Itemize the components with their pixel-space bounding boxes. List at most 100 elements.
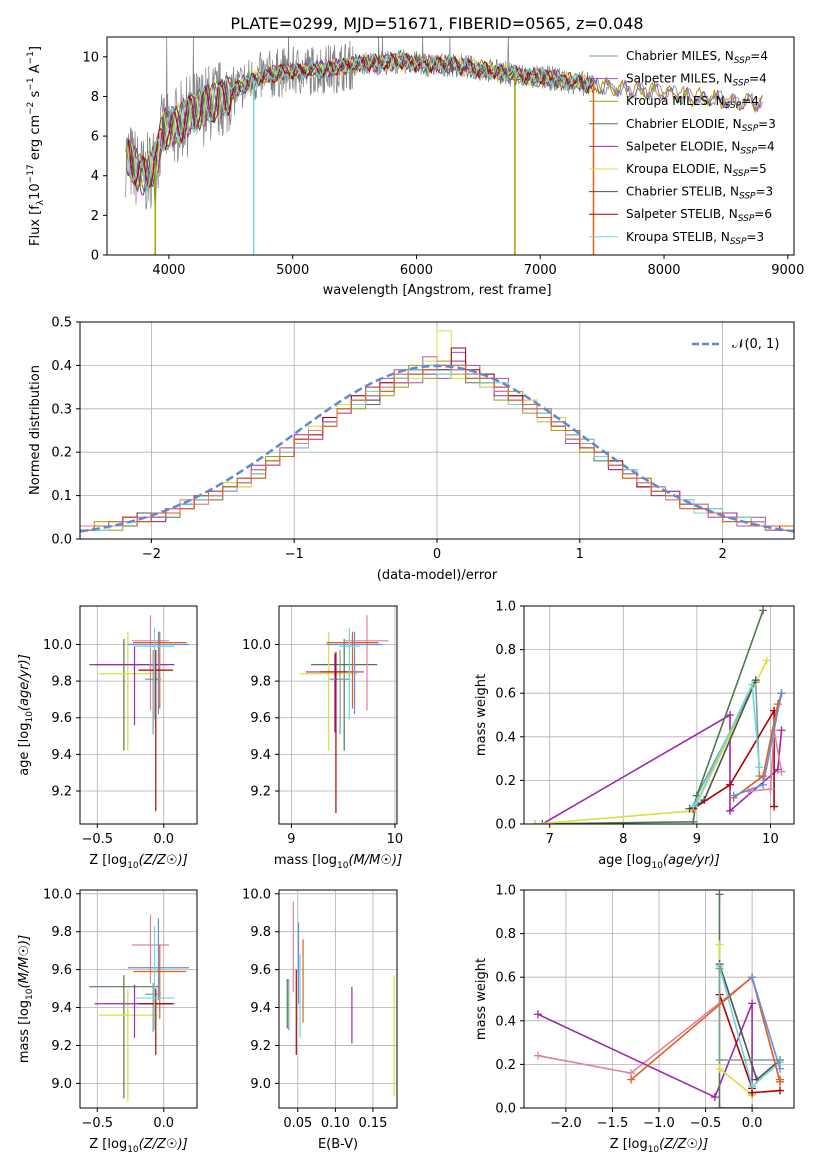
x-axis-label-tail: (Z/Z☉)] (139, 1137, 188, 1152)
plot-content (89, 914, 190, 1103)
x-axis-label-sub: 10 (337, 861, 349, 871)
residual-panel: −2 −1 0 1 2 0.0 0.1 0.2 0.3 0.4 0.5 (data-model)/e… (28, 316, 795, 583)
x-tick-label: 9 (693, 832, 701, 847)
y-tick-label: 2 (91, 209, 99, 224)
spectrum-xlabel: wavelength [Angstrom, rest frame] (323, 283, 552, 298)
weight-marker (725, 806, 734, 815)
legend-label-main: Kroupa MILES, N (626, 94, 725, 108)
x-axis-label-sub: 10 (127, 1145, 139, 1155)
y-axis-label: mass weight (474, 958, 489, 1040)
weight-marker (692, 798, 701, 807)
y-tick-label: 0.1 (51, 489, 72, 504)
x-tick-label: 0.0 (742, 1116, 763, 1131)
weight-marker (759, 780, 768, 789)
x-tick-label: −2.0 (550, 1116, 582, 1131)
y-tick-label: 0.2 (51, 446, 72, 461)
weight-marker (748, 1104, 757, 1108)
y-tick-label: 9.0 (51, 1077, 72, 1092)
x-tick-label: 0.0 (153, 832, 174, 847)
y-axis-label: age [log10(age/yr)] (17, 654, 35, 776)
y-tick-label: 9.6 (250, 963, 271, 978)
y-axis-label-tail: (age/yr)] (17, 654, 32, 711)
weight-marker (715, 1056, 724, 1065)
legend-label-sub: SSP (733, 169, 750, 179)
y-tick-label: 0.0 (495, 1102, 516, 1117)
weight-marker (777, 726, 786, 735)
y-tick-label: 9.2 (51, 1039, 72, 1054)
x-tick-label: 0.0 (153, 1116, 174, 1131)
y-tick-label: 0.8 (495, 643, 516, 658)
figure-title: PLATE=0299, MJD=51671, FIBERID=0565, z=0… (230, 14, 643, 33)
x-tick-label: 6000 (400, 263, 433, 278)
weight-marker (759, 772, 768, 781)
legend-label-sub: SSP (733, 79, 750, 89)
x-axis-label-sub: 10 (651, 861, 663, 871)
weight-marker (748, 1082, 757, 1091)
legend-label-main: Chabrier STELIB, N (626, 185, 739, 199)
x-tick-label: 9000 (771, 263, 804, 278)
legend-label-sub: SSP (738, 214, 755, 224)
weight-vs-metallicity-panel: −2.0 −1.5 −1.0 −0.5 0.0 0.0 0.2 0.4 0.6 0.8 1.0 Z [… (474, 884, 795, 1155)
weight-marker (773, 700, 782, 709)
spectrum-axes-frame (106, 36, 795, 256)
axes-frame (278, 605, 398, 825)
legend-label: Chabrier ELODIE, NSSP=3 (626, 117, 776, 134)
x-axis-label-tail: (Z/Z☉)] (659, 1137, 708, 1152)
weight-line (692, 681, 761, 808)
residual-xlabel: (data-model)/error (377, 568, 498, 583)
spectrum-series (125, 37, 764, 255)
plot-content (531, 606, 786, 824)
residual-histogram-step (80, 364, 794, 539)
legend-label-tail: =4 (749, 72, 767, 86)
normal-curve (80, 364, 794, 533)
weight-marker (538, 820, 547, 824)
y-tick-label: 0.3 (51, 402, 72, 417)
weight-marker (725, 711, 734, 719)
model-spectrum-line (128, 52, 596, 195)
axes-frame (79, 889, 198, 1109)
legend-label-sub: SSP (734, 56, 751, 66)
plot-content (299, 615, 389, 814)
y-tick-label: 9.6 (250, 711, 271, 726)
legend-label-main: Kroupa ELODIE, N (626, 162, 733, 176)
legend-label: Kroupa MILES, NSSP=4 (626, 94, 759, 111)
legend-label-main: Salpeter MILES, N (626, 72, 733, 86)
weight-marker (715, 890, 724, 899)
y-tick-label: 9.4 (250, 748, 271, 763)
plot-content (533, 890, 785, 1108)
y-tick-label: 9.8 (51, 675, 72, 690)
legend-label: Kroupa STELIB, NSSP=3 (626, 230, 764, 247)
x-tick-label: 0.10 (321, 1116, 350, 1131)
weight-marker (627, 1075, 636, 1084)
legend-label-sub: SSP (742, 124, 759, 134)
x-tick-label: 9 (287, 832, 295, 847)
weight-marker (777, 689, 786, 698)
y-tick-label: 10.0 (43, 887, 72, 902)
y-tick-label: 10.0 (242, 887, 271, 902)
mass-vs-ebv-panel: 0.05 0.10 0.15 9.0 9.2 9.4 9.6 9.8 10.0 E(B-V) (242, 887, 398, 1152)
x-tick-label: −1 (285, 547, 304, 562)
weight-marker (755, 763, 764, 772)
axes-frame (523, 605, 795, 825)
x-axis-label-sub: 10 (648, 1145, 660, 1155)
axes-frame (79, 605, 198, 825)
legend-label-tail: =4 (750, 49, 768, 63)
legend-label-sub: SSP (725, 101, 742, 111)
weight-marker (725, 780, 734, 789)
legend-label: Chabrier STELIB, NSSP=3 (626, 185, 773, 202)
weight-marker (715, 940, 724, 949)
legend-label-main: Chabrier ELODIE, N (626, 117, 742, 131)
x-tick-label: −1.0 (643, 1116, 675, 1131)
y-tick-label: 9.0 (250, 1077, 271, 1092)
weight-line (537, 1003, 753, 1099)
y-tick-label: 10.0 (242, 638, 271, 653)
spectrum-panel: 4000 5000 6000 7000 8000 9000 0 2 4 6 8 10 waveleng… (26, 36, 804, 298)
x-tick-label: 7000 (524, 263, 557, 278)
spectrum-plot-area (107, 37, 794, 255)
legend-label: Salpeter ELODIE, NSSP=4 (626, 139, 775, 156)
normal-curve-legend-label: 𝒩(0, 1) (732, 337, 779, 352)
weight-line (748, 730, 783, 793)
